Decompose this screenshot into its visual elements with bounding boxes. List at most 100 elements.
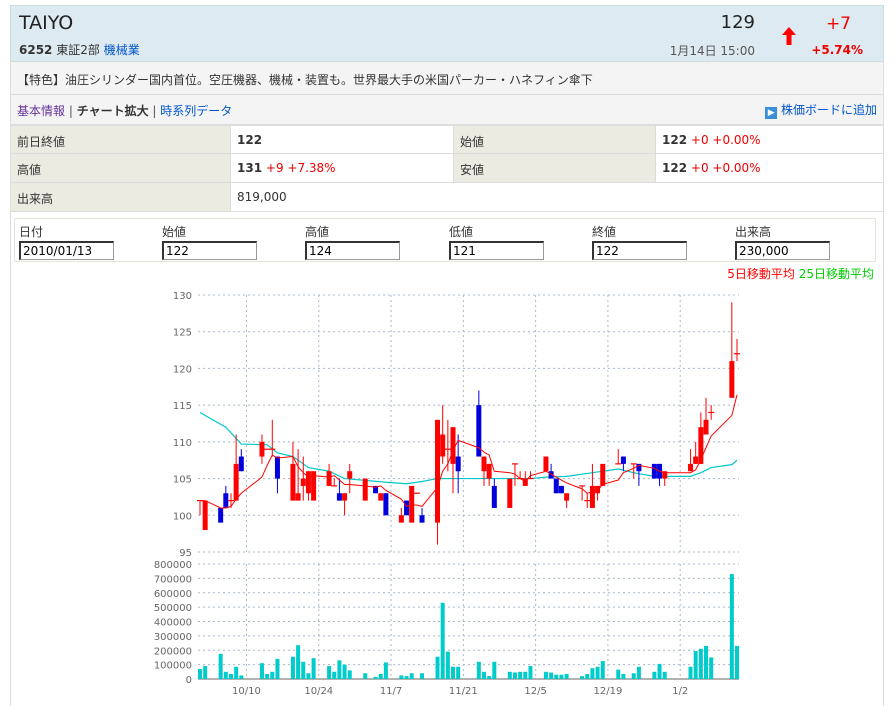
candle-body <box>383 493 389 516</box>
candle-body <box>409 485 415 523</box>
date-tick-label: 12/5 <box>524 686 546 697</box>
volume-bar <box>378 673 383 679</box>
volume-bar <box>228 673 233 679</box>
volume-bar <box>399 675 404 679</box>
candle-body <box>347 471 353 479</box>
candle-body <box>662 471 668 479</box>
sector-link[interactable]: 機械業 <box>103 43 140 57</box>
volume-bar <box>435 656 440 679</box>
candle-body <box>300 478 306 486</box>
high-label: 高値 <box>11 154 231 182</box>
candlestick <box>688 449 694 472</box>
candlestick <box>491 478 497 508</box>
add-to-board-link[interactable]: 株価ボードに追加 <box>780 103 877 117</box>
low-input[interactable] <box>449 241 544 260</box>
open-change: +0 +0.00% <box>690 133 761 147</box>
volume-bar <box>301 661 306 679</box>
date-tick-label: 11/21 <box>449 686 478 697</box>
candlestick <box>233 434 239 501</box>
volume-bar <box>373 676 378 679</box>
candle-body <box>698 427 704 464</box>
candlestick <box>269 419 276 457</box>
candlestick <box>409 485 415 523</box>
chart-legend: 5日移動平均 25日移動平均 <box>727 265 874 282</box>
candlestick <box>362 478 368 501</box>
candle-body <box>481 456 487 472</box>
high-input[interactable] <box>305 241 400 260</box>
volume-bar <box>198 668 202 679</box>
stock-name: TAIYO <box>19 12 74 34</box>
candlestick <box>548 463 554 479</box>
candle-body <box>543 456 549 472</box>
volume-tick-label: 400000 <box>154 618 192 629</box>
candlestick <box>615 449 622 465</box>
price-datetime: 1月14日 15:00 <box>669 44 755 58</box>
candle-body <box>274 456 280 479</box>
high-header: 高値 <box>305 225 330 239</box>
legend-ma25: 25日移動平均 <box>798 267 874 281</box>
add-to-board-button[interactable]: ▶ 株価ボードに追加 <box>765 101 877 119</box>
candlestick <box>734 339 740 362</box>
volume-bar <box>554 674 559 679</box>
candlestick <box>729 302 735 398</box>
candlestick <box>455 434 461 494</box>
volume-bar <box>383 662 388 679</box>
volume-bar <box>585 673 590 679</box>
volume-bar <box>523 671 528 679</box>
price-tick-label: 130 <box>173 291 192 302</box>
candle-body <box>290 463 296 501</box>
candle-body <box>553 478 559 494</box>
nav-basic-info[interactable]: 基本情報 <box>17 104 66 118</box>
candle-body <box>651 463 657 479</box>
candle-body <box>440 434 446 457</box>
arrow-up-icon <box>782 27 796 45</box>
date-input[interactable] <box>19 241 114 260</box>
volume-bar <box>580 676 585 679</box>
candle-body <box>305 471 311 494</box>
candle-body <box>522 478 528 486</box>
volume-bar <box>404 676 409 679</box>
date-tick-label: 10/24 <box>304 686 333 697</box>
price-tick-label: 110 <box>173 438 192 449</box>
volume-bar <box>564 673 569 679</box>
volume-bar <box>259 663 264 679</box>
volume-bar <box>270 671 275 679</box>
candle-body <box>703 419 709 435</box>
volume-bar <box>528 666 533 679</box>
volume-tick-label: 700000 <box>154 574 192 585</box>
volume-bar <box>223 671 228 679</box>
volume-header: 出来高 <box>735 225 772 239</box>
candlestick <box>511 463 518 486</box>
volume-tick-label: 300000 <box>154 632 192 643</box>
volume-bar <box>595 666 600 679</box>
candlestick <box>558 485 564 494</box>
volume-bar <box>698 648 703 679</box>
candlestick <box>300 456 306 501</box>
volume-bar <box>265 673 270 679</box>
price-tick-label: 100 <box>173 511 192 522</box>
info-row-2: 高値 131 +9 +7.38% 安値 122 +0 +0.00% <box>10 154 884 183</box>
candle-body <box>455 456 461 472</box>
open-header: 始値 <box>162 225 187 239</box>
candle-body <box>600 463 606 486</box>
volume-bar <box>631 673 636 679</box>
nav-timeseries[interactable]: 時系列データ <box>160 104 233 118</box>
legend-ma5: 5日移動平均 <box>727 267 795 281</box>
close-input[interactable] <box>592 241 687 260</box>
candlestick <box>589 463 595 508</box>
price-change: +7 <box>825 14 851 34</box>
volume-bar <box>234 666 239 679</box>
candlestick <box>564 493 570 508</box>
high-change: +9 +7.38% <box>265 161 336 175</box>
candle-body <box>218 507 224 523</box>
open-input[interactable] <box>162 241 257 260</box>
candlestick <box>543 456 549 472</box>
volume-bar <box>507 671 512 679</box>
candlestick <box>223 485 229 508</box>
volume-bar <box>347 670 352 679</box>
volume-input[interactable] <box>735 241 830 260</box>
candlestick <box>703 397 709 435</box>
volume-bar <box>342 664 347 679</box>
candle-body <box>564 493 570 501</box>
price-tick-label: 120 <box>173 364 192 375</box>
